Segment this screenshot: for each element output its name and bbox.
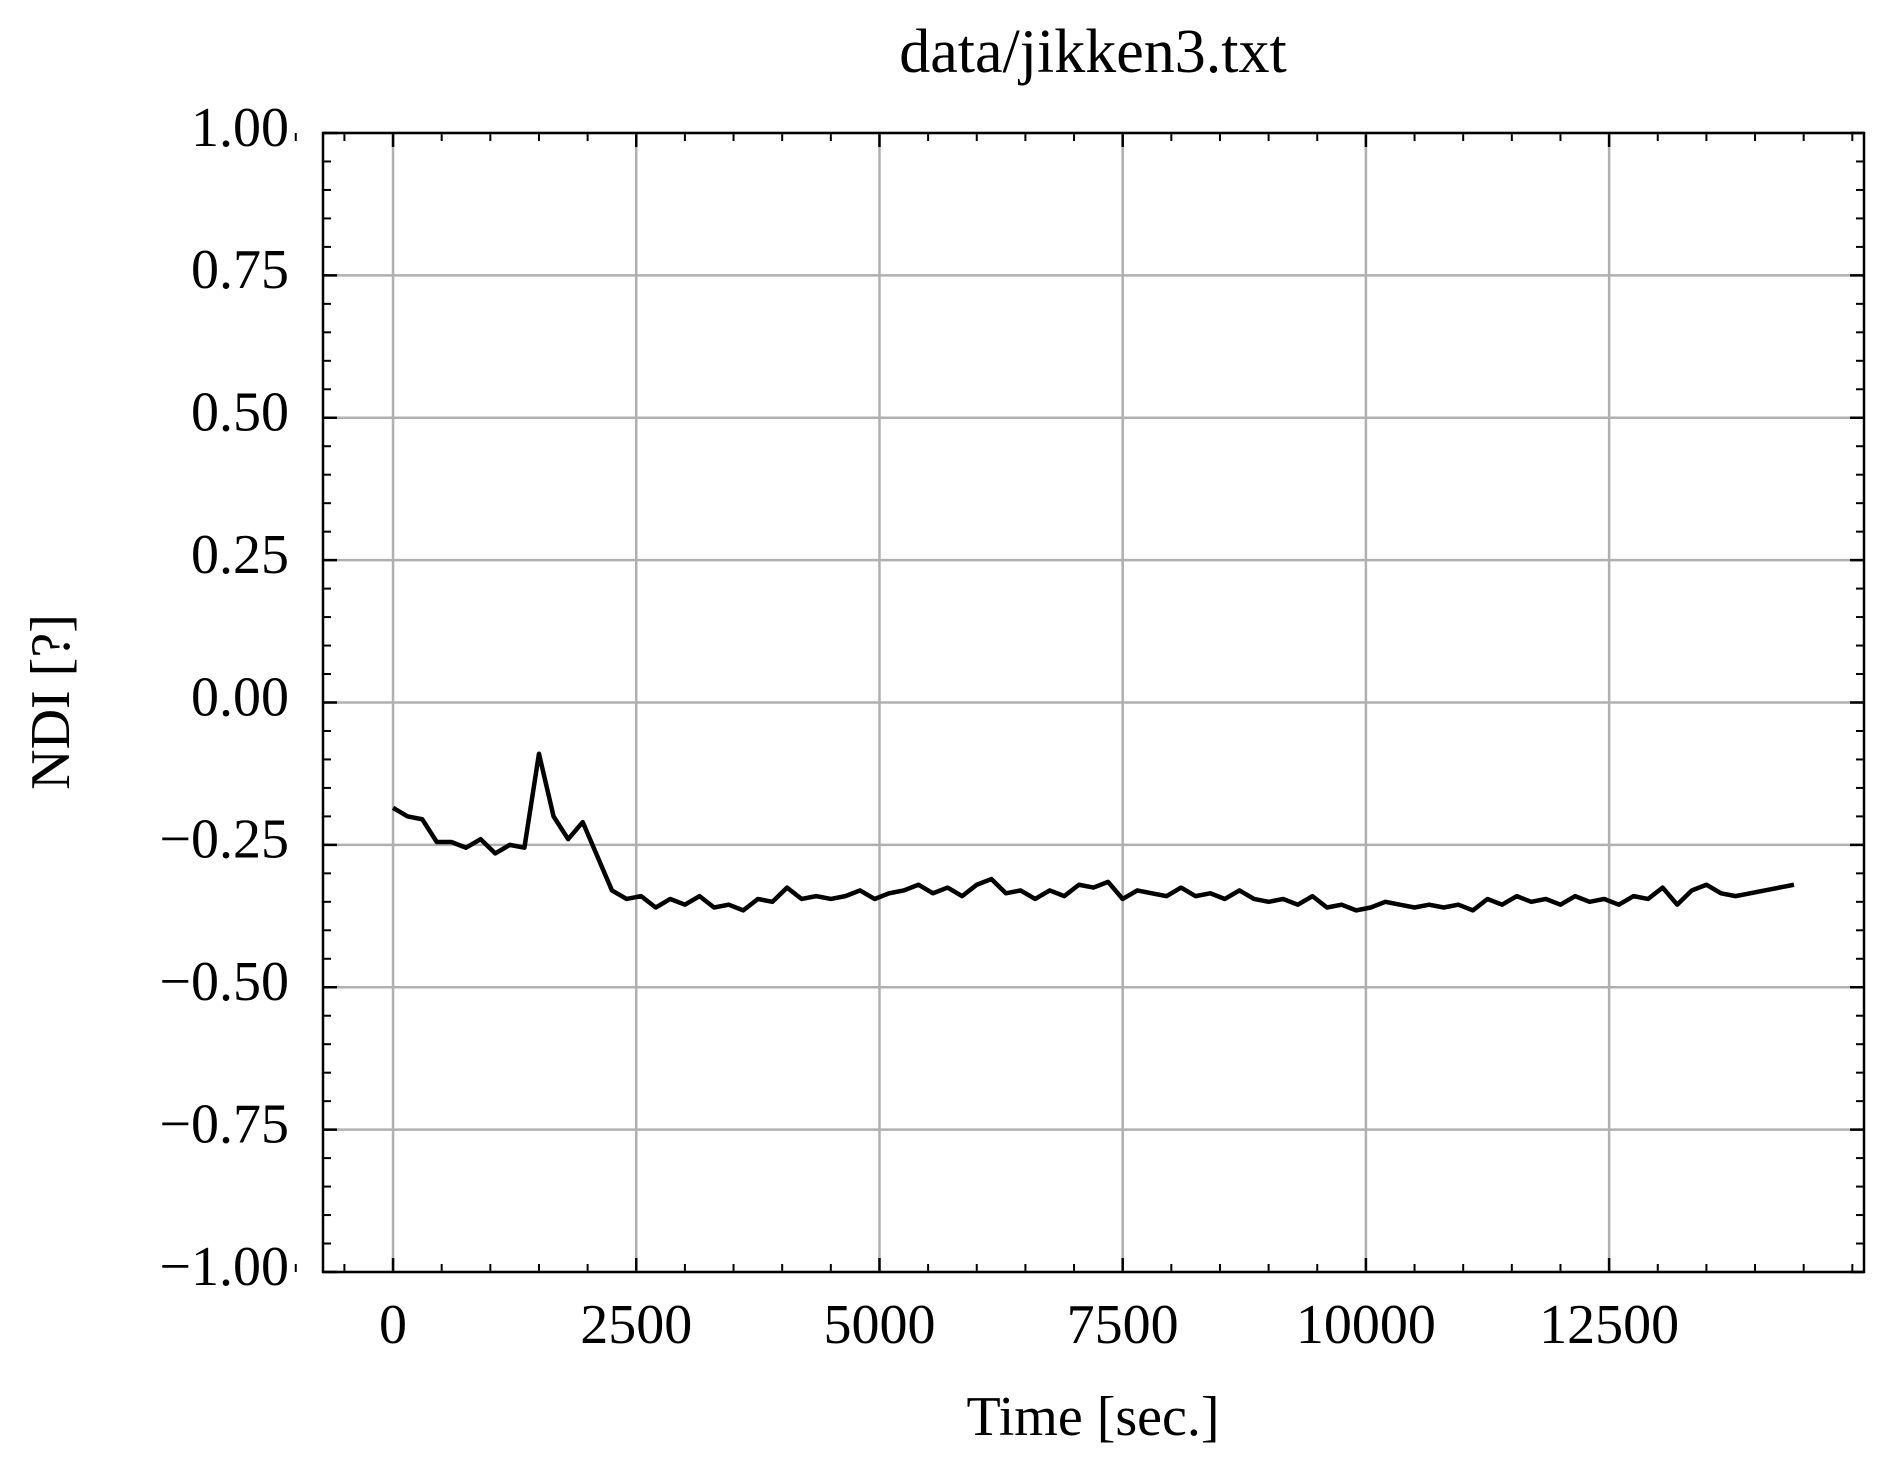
x-tick-label: 2500 xyxy=(580,1294,692,1356)
y-tick-label: 0.25 xyxy=(191,524,289,586)
y-tick-label: 0.75 xyxy=(191,239,289,301)
y-tick-label: 0.50 xyxy=(191,382,289,444)
y-tick-label: −0.75 xyxy=(159,1093,289,1155)
x-tick-label: 12500 xyxy=(1539,1294,1679,1356)
y-tick-label: 0.00 xyxy=(191,666,289,728)
x-axis-label: Time [sec.] xyxy=(966,1386,1219,1448)
x-tick-label: 7500 xyxy=(1067,1294,1179,1356)
data-line xyxy=(391,751,1795,913)
y-tick-label: −0.25 xyxy=(159,809,289,871)
y-tick-label: −1.00 xyxy=(159,1236,289,1298)
x-tick-label: 10000 xyxy=(1296,1294,1436,1356)
x-tick-label: 5000 xyxy=(823,1294,935,1356)
y-tick-label: −0.50 xyxy=(159,951,289,1013)
plot-frame xyxy=(321,131,1866,1274)
x-tick-label: 0 xyxy=(379,1294,407,1356)
y-tick-label: 1.00 xyxy=(191,97,289,159)
y-axis-label: NDI [?] xyxy=(20,614,82,790)
chart-title: data/jikken3.txt xyxy=(899,18,1286,86)
